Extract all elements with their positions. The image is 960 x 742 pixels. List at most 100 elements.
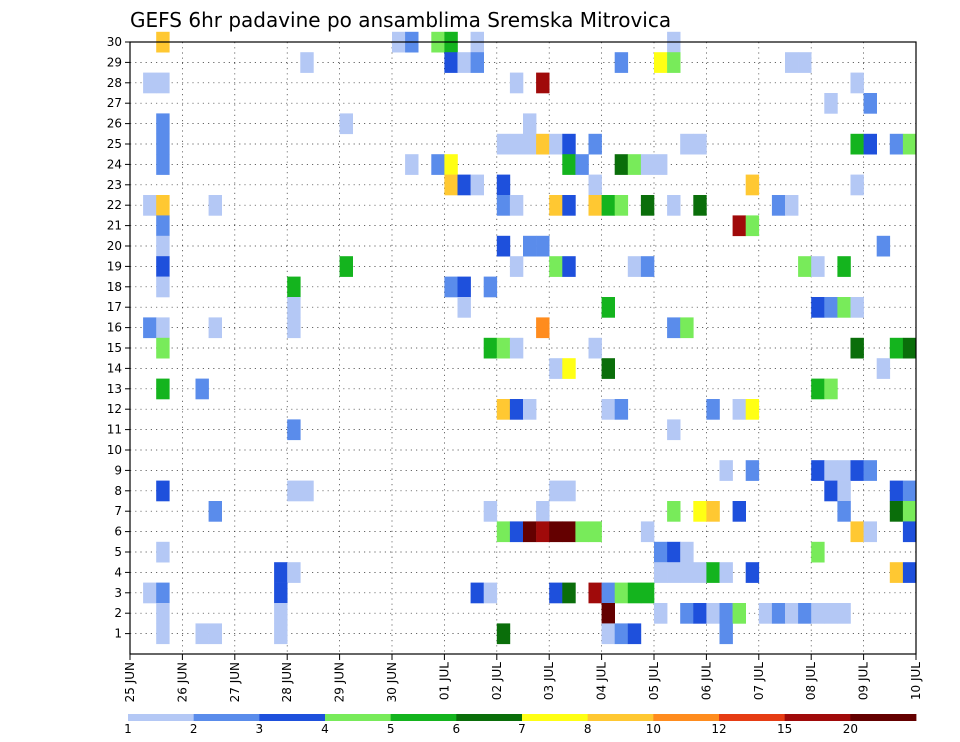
data-cell	[156, 317, 170, 339]
data-cell	[601, 358, 615, 379]
data-cell	[732, 399, 746, 420]
data-cell	[601, 195, 615, 216]
data-cell	[706, 603, 720, 624]
data-cell	[536, 235, 550, 257]
y-tick-label: 30	[107, 35, 122, 49]
data-cell	[785, 603, 799, 624]
data-cell	[287, 480, 301, 502]
data-cell	[156, 603, 170, 624]
data-cell	[156, 623, 170, 645]
data-cell	[470, 582, 484, 604]
data-cell	[588, 337, 602, 359]
colorbar-swatch	[390, 714, 457, 721]
data-cell	[457, 174, 471, 196]
data-cell	[837, 256, 851, 277]
data-cell	[496, 521, 511, 543]
x-tick-label: 08 JUL	[804, 662, 818, 700]
data-cell	[798, 256, 812, 277]
colorbar-swatch	[193, 714, 260, 721]
data-cell	[496, 235, 511, 257]
data-cell	[588, 174, 602, 196]
y-tick-label: 29	[107, 55, 122, 69]
x-tick-label: 07 JUL	[752, 662, 766, 700]
data-cell	[706, 562, 720, 583]
data-cell	[601, 297, 615, 318]
data-cell	[601, 623, 615, 645]
y-tick-label: 28	[107, 76, 122, 90]
data-cell	[811, 297, 825, 318]
data-cell	[274, 623, 288, 645]
data-cell	[588, 582, 602, 604]
data-cell	[483, 501, 498, 522]
data-cell	[680, 562, 694, 583]
data-cell	[208, 623, 222, 645]
data-cell	[654, 154, 668, 175]
data-cell	[811, 541, 825, 563]
data-cell	[771, 603, 786, 624]
data-cell	[850, 133, 864, 155]
data-cell	[274, 562, 288, 583]
data-cell	[287, 297, 301, 318]
data-cell	[627, 582, 642, 604]
y-tick-label: 27	[107, 96, 122, 110]
y-tick-label: 1	[114, 627, 122, 641]
data-cell	[680, 133, 694, 155]
data-cell	[549, 133, 563, 155]
y-tick-label: 25	[107, 137, 122, 151]
y-tick-label: 17	[107, 300, 122, 314]
data-cell	[863, 133, 877, 155]
data-cell	[156, 154, 170, 175]
y-tick-label: 26	[107, 117, 122, 131]
data-cell	[156, 276, 170, 298]
data-cell	[798, 52, 812, 73]
data-cell	[536, 501, 550, 522]
data-cells	[143, 31, 917, 645]
y-tick-label: 3	[114, 586, 122, 600]
data-cell	[667, 541, 681, 563]
data-cell	[745, 174, 760, 196]
data-cell	[719, 603, 733, 624]
data-cell	[863, 521, 877, 543]
data-cell	[562, 480, 576, 502]
colorbar-swatch	[850, 714, 917, 721]
data-cell	[667, 419, 681, 441]
data-cell	[837, 460, 851, 481]
colorbar-swatch	[653, 714, 720, 721]
data-cell	[732, 603, 746, 624]
data-cell	[889, 133, 904, 155]
y-tick-label: 10	[107, 443, 122, 457]
data-cell	[667, 501, 681, 522]
colorbar-label: 1	[124, 722, 132, 736]
data-cell	[588, 521, 602, 543]
data-cell	[287, 276, 301, 298]
data-cell	[509, 256, 524, 277]
data-cell	[509, 133, 524, 155]
data-cell	[483, 582, 498, 604]
data-cell	[719, 460, 733, 481]
y-tick-label: 20	[107, 239, 122, 253]
data-cell	[889, 562, 904, 583]
y-tick-label: 24	[107, 157, 122, 171]
x-tick-label: 01 JUL	[437, 662, 451, 700]
x-tick-label: 04 JUL	[595, 662, 609, 700]
x-axis: 25 JUN 26 JUN 27 JUN 28 JUN 29 JUN 30 JUN 01 J…	[123, 654, 923, 702]
data-cell	[680, 541, 694, 563]
colorbar-swatch	[522, 714, 589, 721]
data-cell	[680, 603, 694, 624]
data-cell	[771, 195, 786, 216]
data-cell	[562, 133, 576, 155]
data-cell	[811, 256, 825, 277]
data-cell	[889, 501, 904, 522]
data-cell	[444, 52, 458, 73]
data-cell	[156, 337, 170, 359]
data-cell	[509, 195, 524, 216]
data-cell	[654, 541, 668, 563]
data-cell	[156, 480, 170, 502]
data-cell	[562, 154, 576, 175]
data-cell	[457, 297, 471, 318]
y-tick-label: 11	[107, 423, 122, 437]
data-cell	[536, 72, 550, 94]
x-tick-label: 03 JUL	[542, 662, 556, 700]
y-tick-label: 14	[107, 361, 122, 375]
